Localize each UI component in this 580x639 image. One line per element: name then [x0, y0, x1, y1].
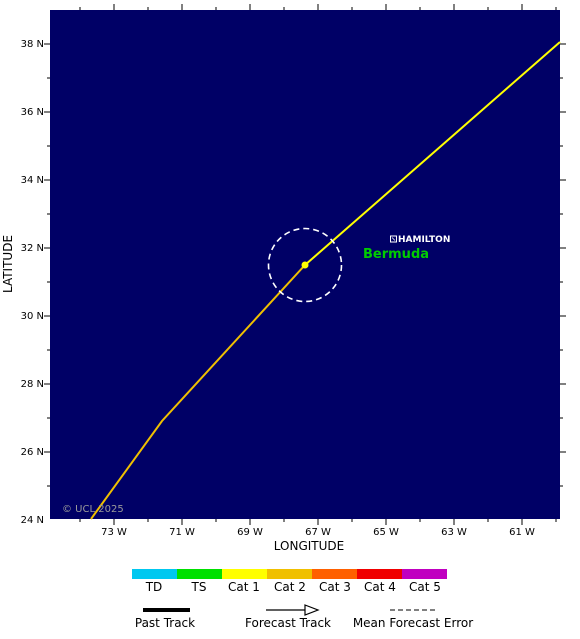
- y-axis-title: LATITUDE: [1, 235, 15, 293]
- legend-label-cat3: Cat 3: [319, 580, 351, 594]
- forecast-error-label: Mean Forecast Error: [353, 616, 473, 630]
- x-tick-label-65w: 65 W: [373, 527, 399, 538]
- legend-swatch-ts: [177, 569, 222, 579]
- legend-label-ts: TS: [191, 580, 207, 594]
- forecast-track-label: Forecast Track: [245, 616, 331, 630]
- y-tick-label-30: 30 N: [21, 311, 44, 322]
- legend-label-cat4: Cat 4: [364, 580, 396, 594]
- legend-swatch-cat2: [267, 569, 312, 579]
- y-tick-label-36: 36 N: [21, 107, 44, 118]
- forecast-track-arrow-icon: [304, 604, 320, 616]
- legend-swatch-td: [132, 569, 177, 579]
- y-tick-label-32: 32 N: [21, 243, 44, 254]
- x-tick-label-73w: 73 W: [101, 527, 127, 538]
- y-tick-label-34: 34 N: [21, 175, 44, 186]
- city-marker-detail: [391, 237, 396, 241]
- x-tick-labels: 73 W 71 W 69 W 67 W 65 W 63 W 61 W: [101, 527, 535, 538]
- y-tick-label-24: 24 N: [21, 515, 44, 526]
- x-axis-title: LONGITUDE: [274, 539, 344, 553]
- city-marker-icon: [390, 235, 397, 243]
- y-tick-labels: 38 N 36 N 34 N 32 N 30 N 28 N 26 N 24 N: [21, 39, 44, 526]
- y-tick-label-38: 38 N: [21, 39, 44, 50]
- track-segment-cat1: [304, 41, 561, 266]
- x-tick-label-71w: 71 W: [169, 527, 195, 538]
- axis-ticks: [44, 4, 566, 525]
- x-tick-label-61w: 61 W: [509, 527, 535, 538]
- legend-swatch-cat3: [312, 569, 357, 579]
- y-tick-label-26: 26 N: [21, 447, 44, 458]
- country-label: Bermuda: [363, 247, 429, 262]
- legend-swatch-cat4: [357, 569, 402, 579]
- legend-label-cat5: Cat 5: [409, 580, 441, 594]
- legend-swatch-cat5: [402, 569, 447, 579]
- x-tick-label-63w: 63 W: [441, 527, 467, 538]
- storm-position-marker: [301, 261, 309, 269]
- legend-swatch-cat1: [222, 569, 267, 579]
- forecast-error-circle: [267, 227, 343, 303]
- hamilton-city: HAMILTON: [390, 235, 450, 245]
- x-tick-label-67w: 67 W: [305, 527, 331, 538]
- copyright-text: © UCL 2025: [62, 504, 124, 515]
- legend-label-cat1: Cat 1: [228, 580, 260, 594]
- past-track-label: Past Track: [135, 616, 195, 630]
- intensity-legend: TD TS Cat 1 Cat 2 Cat 3 Cat 4 Cat 5: [132, 569, 447, 594]
- city-label: HAMILTON: [398, 235, 450, 245]
- track-legend: Past Track Forecast Track Mean Forecast …: [135, 604, 473, 630]
- legend-label-td: TD: [145, 580, 163, 594]
- track-segment-cat2: [90, 264, 306, 520]
- legend-label-cat2: Cat 2: [274, 580, 306, 594]
- x-tick-label-69w: 69 W: [237, 527, 263, 538]
- y-tick-label-28: 28 N: [21, 379, 44, 390]
